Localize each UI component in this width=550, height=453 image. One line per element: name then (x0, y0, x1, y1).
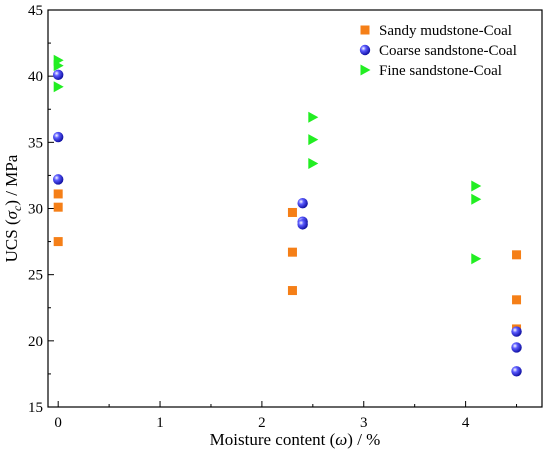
x-tick-label: 1 (156, 415, 164, 431)
x-axis-title: Moisture content (ω) / % (210, 430, 381, 449)
legend-marker (359, 44, 371, 56)
data-point (308, 111, 319, 123)
data-point (308, 158, 319, 170)
data-point (52, 131, 64, 143)
data-point (53, 189, 63, 199)
data-point (512, 295, 522, 305)
y-tick-label: 35 (28, 135, 43, 151)
y-tick-label: 30 (28, 202, 43, 218)
data-point (53, 60, 64, 72)
x-tick-label: 2 (258, 415, 266, 431)
legend-label: Sandy mudstone-Coal (379, 23, 512, 39)
x-tick-label: 3 (360, 415, 368, 431)
data-point (471, 180, 482, 192)
y-tick-label: 15 (28, 400, 43, 416)
data-point (287, 207, 297, 217)
data-points (52, 54, 522, 377)
data-point (53, 202, 63, 212)
legend-label: Coarse sandstone-Coal (379, 43, 517, 59)
y-tick-label: 45 (28, 3, 43, 19)
data-point (511, 366, 522, 377)
data-point (52, 174, 64, 185)
data-point (52, 69, 64, 81)
data-point (287, 286, 297, 296)
legend-marker (360, 25, 370, 35)
legend-marker (360, 64, 371, 76)
series-square (53, 189, 522, 334)
x-tick-label: 0 (54, 415, 62, 431)
y-tick-label: 40 (28, 69, 43, 85)
data-point (512, 250, 522, 260)
y-axis-title: UCS (σc) / MPa (2, 154, 24, 262)
data-point (511, 326, 522, 337)
axis-ticks: 0 1 2 3 4 15 20 25 30 35 40 45 (28, 3, 518, 431)
data-point (53, 81, 64, 93)
legend-label: Fine sandstone-Coal (379, 63, 502, 79)
y-tick-label: 20 (28, 334, 43, 350)
data-point (471, 253, 482, 265)
x-tick-label: 4 (462, 415, 470, 431)
data-point (53, 237, 63, 247)
data-point (471, 193, 482, 205)
legend: Sandy mudstone-Coal Coarse sandstone-Coal… (359, 23, 517, 79)
data-point (287, 247, 297, 257)
data-point (511, 342, 522, 353)
series-triangle-right (53, 54, 482, 265)
series-sphere (52, 69, 522, 377)
data-point (297, 219, 308, 230)
data-point (297, 198, 308, 209)
data-point (308, 134, 319, 146)
y-tick-label: 25 (28, 268, 43, 284)
